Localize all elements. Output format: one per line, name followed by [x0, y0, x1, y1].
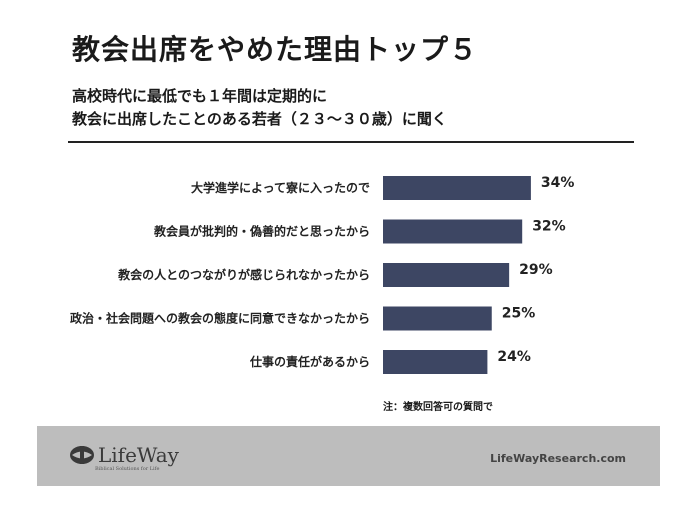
- subtitle-line-1: 高校時代に最低でも１年間は定期的に: [72, 87, 328, 105]
- title-divider: [68, 141, 634, 143]
- bar-chart: 大学進学によって寮に入ったので 34% 教会員が批判的・偽善的だと思ったから 32% 教…: [70, 175, 575, 374]
- lifeway-logo: LifeWay: [69, 443, 179, 467]
- category-label-1: 大学進学によって寮に入ったので: [191, 180, 370, 195]
- footnote: 注：複数回答可の質問で: [383, 402, 493, 413]
- bar-3: [383, 263, 510, 287]
- bar-4: [383, 306, 492, 331]
- bar-2: [383, 219, 523, 244]
- value-label-3: 29%: [519, 262, 553, 278]
- logo-wordmark: LifeWay: [98, 443, 179, 467]
- category-label-3: 教会の人とのつながりが感じられなかったから: [117, 267, 370, 282]
- value-label-1: 34%: [541, 175, 575, 191]
- lifeway-logo-icon: [70, 446, 94, 464]
- footer-band: LifeWay Biblical Solutions for Life Life…: [37, 426, 660, 486]
- chart-subtitle: 高校時代に最低でも１年間は定期的に 教会に出席したことのある若者（２３～３０歳）…: [72, 85, 447, 131]
- chart-title: 教会出席をやめた理由トップ５: [72, 33, 479, 66]
- value-label-2: 32%: [532, 219, 566, 235]
- category-label-4: 政治・社会問題への教会の態度に同意できなかったから: [70, 311, 370, 326]
- value-label-4: 25%: [502, 306, 536, 322]
- logo-tagline: Biblical Solutions for Life: [95, 466, 160, 472]
- site-url[interactable]: LifeWayResearch.com: [490, 452, 626, 465]
- bar-5: [383, 350, 488, 374]
- category-label-5: 仕事の責任があるから: [249, 354, 370, 369]
- bar-1: [383, 176, 531, 200]
- value-label-5: 24%: [497, 349, 531, 365]
- category-label-2: 教会員が批判的・偽善的だと思ったから: [153, 224, 370, 239]
- subtitle-line-2: 教会に出席したことのある若者（２３～３０歳）に聞く: [72, 110, 447, 128]
